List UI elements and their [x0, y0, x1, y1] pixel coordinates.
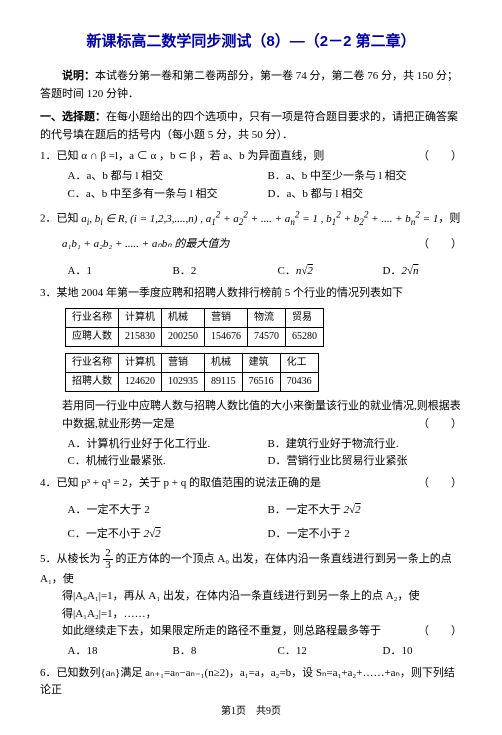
q2-d-pre: D．	[383, 265, 402, 277]
t1-r2: 200250	[162, 328, 205, 347]
t2-r2: 102935	[162, 373, 205, 392]
q1-opt-c: C．a、b 中至多有一条与 l 相交	[68, 186, 268, 204]
question-1: 1．已知 α ∩ β =l，a ⊂ α ，b ⊂ β ，若 a、b 为异面直线，…	[40, 148, 462, 203]
q4-c-pre: C．一定不小于	[68, 528, 144, 540]
t1-h0: 行业名称	[66, 309, 119, 328]
q3-opt-d: D．营销行业比贸易行业紧张	[268, 453, 408, 471]
t2-r4: 76516	[242, 373, 280, 392]
q4-opt-b: B．一定不大于 2√2	[268, 502, 361, 520]
q3-stem: 3．某地 2004 年第一季度应聘和招聘人数排行榜前 5 个行业的情况列表如下	[40, 285, 462, 303]
q1-opt-d: D．a、b 都与 l 相交	[268, 186, 364, 204]
q3-mid-text: 若用同一行业中应聘人数与招聘人数比值的大小来衡量该行业的就业情况,则根据表中数据…	[62, 400, 461, 430]
question-3: 3．某地 2004 年第一季度应聘和招聘人数排行榜前 5 个行业的情况列表如下 …	[40, 285, 462, 471]
section-1-header: 一、选择题：在每小题给出的四个选项中，只有一项是符合题目要求的，请把正确答案的代…	[40, 109, 462, 144]
q5-line3-row: 如此继续走下去，如果限定所走的路径不重复，则总路程最多等于 （ ）	[62, 623, 462, 641]
t2-r1: 124620	[119, 373, 162, 392]
q4-opt-c: C．一定不小于 2√2	[68, 526, 268, 544]
t2-h1: 计算机	[119, 354, 162, 373]
page-title: 新课标高二数学同步测试（8）—（2－2 第二章）	[40, 30, 462, 54]
t2-h2: 营销	[162, 354, 205, 373]
q2-expr: a₁b₁ + a₂b₂ + ..... + aₙbₙ 的最大值为	[62, 238, 229, 250]
t2-r5: 70436	[280, 373, 318, 392]
q2-opt-b: B．2	[173, 263, 278, 281]
t2-h5: 化工	[280, 354, 318, 373]
table-row: 行业名称 计算机 营销 机械 建筑 化工	[66, 354, 319, 373]
q5-opt-b: B．8	[173, 643, 278, 661]
q6-stem: 6．已知数列{aₙ}满足 aₙ₊₁=aₙ−aₙ₋₁(n≥2)，a₁=a，a₂=b…	[40, 667, 455, 697]
q2-paren: （ ）	[418, 236, 462, 254]
q2-opt-a: A．1	[68, 263, 173, 281]
intro-text: 本试卷分第一卷和第二卷两部分，第一卷 74 分，第二卷 76 分，共 150 分…	[40, 70, 458, 100]
t1-h3: 营销	[205, 309, 248, 328]
q3-options: A．计算机行业好于化工行业. B．建筑行业好于物流行业. C．机械行业最紧张. …	[68, 436, 463, 471]
q3-opt-b: B．建筑行业好于物流行业.	[268, 436, 399, 454]
q5-opt-d: D．10	[383, 643, 413, 661]
t2-h3: 机械	[205, 354, 243, 373]
q5-opt-c: C．12	[278, 643, 383, 661]
q3-opt-c: C．机械行业最紧张.	[68, 453, 268, 471]
t2-r0: 招聘人数	[66, 373, 119, 392]
q4-paren: （ ）	[418, 475, 462, 493]
q3-table-2: 行业名称 计算机 营销 机械 建筑 化工 招聘人数 124620 102935 …	[65, 353, 319, 392]
q1-stem: 1．已知 α ∩ β =l，a ⊂ α ，b ⊂ β ，若 a、b 为异面直线，…	[40, 150, 324, 162]
intro-label: 说明：	[62, 70, 95, 82]
q2-opt-c: C．n√2	[278, 263, 383, 281]
q1-options: A．a、b 都与 l 相交 B．a、b 中至少一条与 l 相交 C．a、b 中至…	[68, 168, 463, 203]
q2-stem-b: ，则	[438, 213, 460, 225]
t2-r3: 89115	[205, 373, 243, 392]
table-row: 行业名称 计算机 机械 营销 物流 贸易	[66, 309, 324, 328]
t1-r3: 154676	[205, 328, 248, 347]
q3-table-1: 行业名称 计算机 机械 营销 物流 贸易 应聘人数 215830 200250 …	[65, 308, 324, 347]
t1-r0: 应聘人数	[66, 328, 119, 347]
question-2: 2．已知 ai, bi ∈ R, (i = 1,2,3,....,n) , a1…	[40, 207, 462, 281]
section-1-label: 一、选择题：	[40, 111, 106, 123]
q4-options: A．一定不大于 2 B．一定不大于 2√2 C．一定不小于 2√2 D．一定不小…	[68, 502, 463, 543]
q5-line2: 得|A₀A₁|=1，再从 A₁ 出发，在体内沿一条直线进行到另一条上的点 A₂，…	[62, 588, 462, 623]
q5-options: A．18 B．8 C．12 D．10	[68, 643, 463, 661]
q3-opt-a: A．计算机行业好于化工行业.	[68, 436, 268, 454]
q5-frac: 23	[103, 548, 113, 571]
t2-h4: 建筑	[242, 354, 280, 373]
q3-paren: （ ）	[418, 416, 462, 434]
intro-paragraph: 说明：本试卷分第一卷和第二卷两部分，第一卷 74 分，第二卷 76 分，共 15…	[40, 68, 462, 103]
q3-mid: 若用同一行业中应聘人数与招聘人数比值的大小来衡量该行业的就业情况,则根据表中数据…	[62, 398, 462, 433]
q1-opt-b: B．a、b 中至少一条与 l 相交	[268, 168, 407, 186]
t1-r1: 215830	[119, 328, 162, 347]
q1-paren: （ ）	[418, 148, 462, 166]
q1-opt-a: A．a、b 都与 l 相交	[68, 168, 268, 186]
t1-r4: 74570	[248, 328, 286, 347]
q2-c-pre: C．	[278, 265, 296, 277]
t1-h2: 机械	[162, 309, 205, 328]
q4-opt-a: A．一定不大于 2	[68, 502, 268, 520]
t1-h5: 贸易	[286, 309, 324, 328]
page-footer: 第1页 共9页	[40, 704, 462, 720]
t1-h1: 计算机	[119, 309, 162, 328]
t2-h0: 行业名称	[66, 354, 119, 373]
q4-opt-d: D．一定不小于 2	[268, 526, 350, 544]
q5-line3: 如此继续走下去，如果限定所走的路径不重复，则总路程最多等于	[62, 625, 381, 637]
table-row: 应聘人数 215830 200250 154676 74570 65280	[66, 328, 324, 347]
t1-r5: 65280	[286, 328, 324, 347]
q2-opt-d: D．2√n	[383, 263, 419, 281]
exam-page: 新课标高二数学同步测试（8）—（2－2 第二章） 说明：本试卷分第一卷和第二卷两…	[0, 0, 502, 735]
q4-b-pre: B．一定不大于	[268, 504, 344, 516]
q2-stem-a: 2．已知	[40, 213, 81, 225]
q2-options: A．1 B．2 C．n√2 D．2√n	[68, 263, 463, 281]
q2-expr-row: a₁b₁ + a₂b₂ + ..... + aₙbₙ 的最大值为 （ ）	[62, 236, 462, 254]
table-row: 招聘人数 124620 102935 89115 76516 70436	[66, 373, 319, 392]
t1-h4: 物流	[248, 309, 286, 328]
q5-stem-a: 5．从棱长为	[40, 553, 103, 565]
q5-opt-a: A．18	[68, 643, 173, 661]
question-4: 4．已知 p³ + q³ = 2，关于 p + q 的取值范围的说法正确的是 （…	[40, 475, 462, 544]
question-5: 5．从棱长为 23 的正方体的一个顶点 A₀ 出发，在体内沿一条直线进行到另一条…	[40, 548, 462, 661]
question-6: 6．已知数列{aₙ}满足 aₙ₊₁=aₙ−aₙ₋₁(n≥2)，a₁=a，a₂=b…	[40, 665, 462, 700]
q5-paren: （ ）	[418, 623, 462, 641]
q2-cond: ai, bi ∈ R, (i = 1,2,3,....,n) , a12 + a…	[81, 213, 438, 225]
q4-stem: 4．已知 p³ + q³ = 2，关于 p + q 的取值范围的说法正确的是	[40, 477, 321, 489]
